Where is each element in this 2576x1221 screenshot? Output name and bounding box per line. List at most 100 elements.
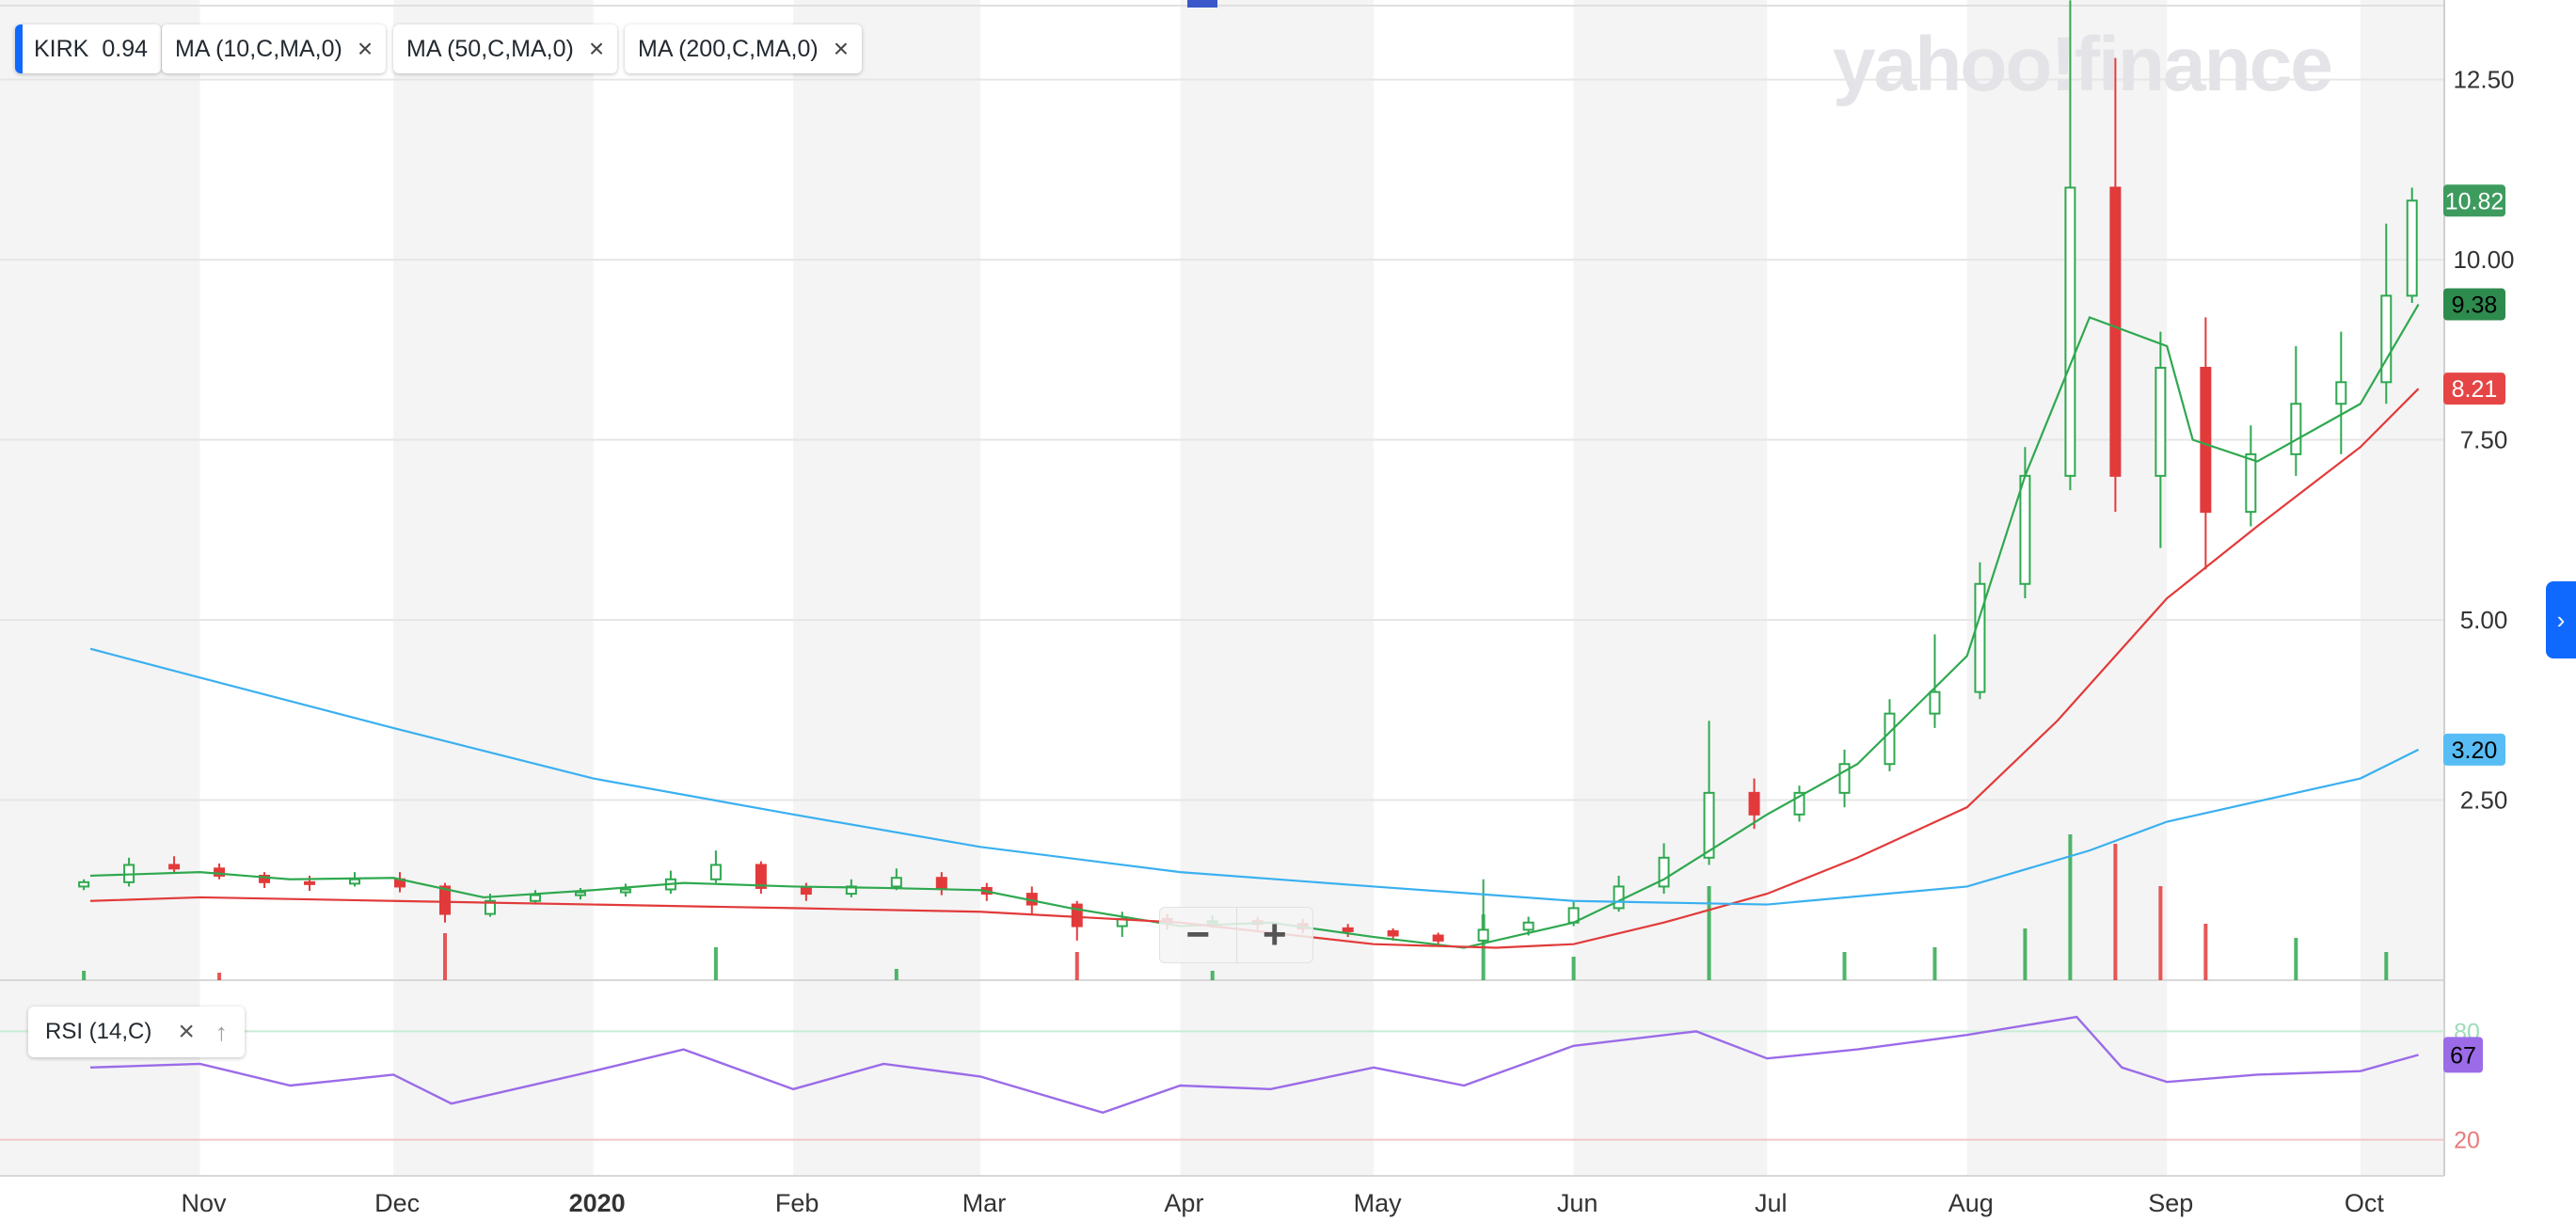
candle-body [574, 891, 586, 896]
candle-body [2064, 186, 2076, 477]
price-tick-label: 2.50 [2460, 786, 2508, 815]
ticker-value: 0.94 [102, 35, 149, 62]
rsi-label: RSI (14,C) [45, 1019, 152, 1044]
ma-line-10 [89, 304, 2420, 949]
volume-bar [2294, 938, 2298, 980]
candle-body [214, 867, 226, 877]
volume-bar [1932, 947, 1937, 980]
rsi-line [89, 1015, 2419, 1115]
candle-body [2406, 199, 2418, 297]
side-panel-toggle[interactable]: › [2546, 581, 2576, 658]
yahoo-finance-watermark: yahoo!finance [1833, 22, 2333, 107]
x-axis-label: 2020 [569, 1189, 626, 1217]
candle-body [1884, 712, 1896, 766]
candle-body [709, 864, 722, 880]
candle-body [1387, 929, 1399, 937]
rsi-legend-chip[interactable]: RSI (14,C) × ↑ [28, 1007, 245, 1057]
volume-bar [1571, 957, 1576, 980]
candle-body [1793, 791, 1805, 816]
close-icon[interactable]: × [178, 1016, 195, 1047]
month-shade [793, 0, 980, 1176]
rsi-badge: 67 [2450, 1042, 2476, 1069]
volume-bar [2158, 886, 2163, 980]
ticker-legend-chip[interactable]: KIRK 0.94 [15, 24, 162, 73]
ma50-badge-bg [2443, 373, 2505, 405]
x-axis-label: Sep [2148, 1189, 2193, 1217]
candle-body [2245, 452, 2257, 514]
chevron-right-icon: › [2556, 605, 2566, 634]
candle-body [619, 888, 631, 894]
volume-bar [1210, 971, 1215, 980]
volume-bar [442, 933, 447, 980]
ma200-label: MA (200,C,MA,0) [638, 35, 819, 62]
volume-bar [2113, 844, 2118, 980]
candle-body [2155, 366, 2167, 477]
price-tick-label: 10.00 [2453, 246, 2514, 274]
candle-body [1929, 690, 1941, 715]
candle-body [2290, 403, 2302, 455]
volume-bar [2068, 834, 2073, 980]
candle-body [1748, 791, 1760, 816]
candle-body [1658, 856, 1670, 888]
volume-bar [217, 973, 222, 980]
close-icon[interactable]: × [357, 34, 374, 63]
candle-body [1522, 921, 1534, 931]
zoom-in-button[interactable]: + [1262, 912, 1287, 958]
x-axis-label: Jul [1755, 1189, 1788, 1217]
x-axis-label: Dec [374, 1189, 420, 1217]
month-shade [393, 0, 594, 1176]
ma200-badge-bg [2443, 733, 2505, 766]
candle-body [1974, 582, 1986, 693]
rsi-badge-bg [2443, 1037, 2483, 1073]
candle-body [1071, 903, 1083, 928]
price-tick-label: 12.50 [2453, 66, 2514, 94]
candle-body [484, 899, 496, 915]
ma10-badge-bg [2443, 288, 2505, 321]
last-price-badge-bg [2443, 184, 2505, 217]
volume-bar [1074, 952, 1079, 980]
volume-bar [2384, 952, 2389, 980]
candle-body [755, 864, 767, 889]
x-axis-label: Jun [1557, 1189, 1598, 1217]
candle-body [259, 874, 271, 883]
candle-body [2200, 366, 2212, 514]
candle-body [1703, 791, 1715, 859]
candle-body [1838, 763, 1851, 794]
ticker-symbol: KIRK [34, 35, 89, 62]
ma-line-50 [89, 388, 2420, 949]
month-shade [1966, 0, 2168, 1176]
month-shade [1180, 0, 1375, 1176]
ma200-legend-chip[interactable]: MA (200,C,MA,0) × [625, 24, 863, 73]
ma200-badge: 3.20 [2452, 737, 2498, 764]
zoom-out-button[interactable]: − [1160, 908, 1237, 962]
arrow-up-icon[interactable]: ↑ [215, 1017, 228, 1046]
candle-body [890, 877, 902, 888]
candle-body [800, 886, 812, 896]
range-marker[interactable] [1187, 0, 1217, 8]
ma10-legend-chip[interactable]: MA (10,C,MA,0) × [162, 24, 387, 73]
month-shade [2360, 0, 2444, 1176]
candle-body [1477, 928, 1489, 942]
x-axis-label: Aug [1948, 1189, 1994, 1217]
ma50-legend-chip[interactable]: MA (50,C,MA,0) × [393, 24, 618, 73]
candle-body [2335, 381, 2347, 405]
close-icon[interactable]: × [833, 34, 850, 63]
x-axis-label: Apr [1164, 1189, 1203, 1217]
x-axis-label: Feb [775, 1189, 819, 1217]
last-price-badge: 10.82 [2445, 188, 2504, 214]
candle-body [1342, 927, 1354, 932]
x-axis-label: Mar [962, 1189, 1007, 1217]
candle-body [1432, 934, 1444, 942]
ma-line-200 [89, 647, 2420, 906]
candle-body [2109, 186, 2122, 477]
price-tick-label: 5.00 [2460, 606, 2508, 634]
candle-body [349, 878, 361, 885]
close-icon[interactable]: × [588, 34, 605, 63]
candle-body [935, 877, 947, 889]
ticker-color-bar [15, 24, 23, 73]
volume-bar [894, 969, 898, 980]
volume-bar [2023, 928, 2027, 980]
x-axis-label: Nov [181, 1189, 227, 1217]
candle-body [1613, 885, 1625, 910]
